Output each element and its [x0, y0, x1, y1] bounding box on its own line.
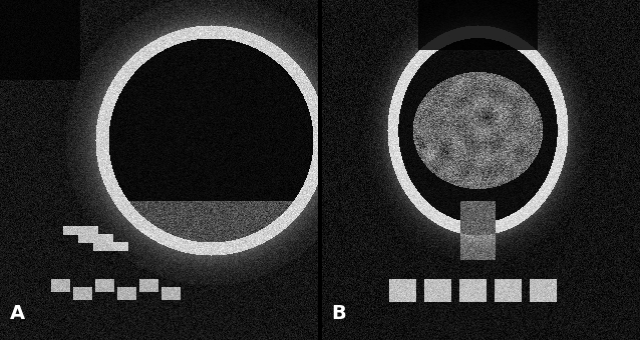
Text: A: A [10, 304, 25, 323]
Text: B: B [332, 304, 346, 323]
